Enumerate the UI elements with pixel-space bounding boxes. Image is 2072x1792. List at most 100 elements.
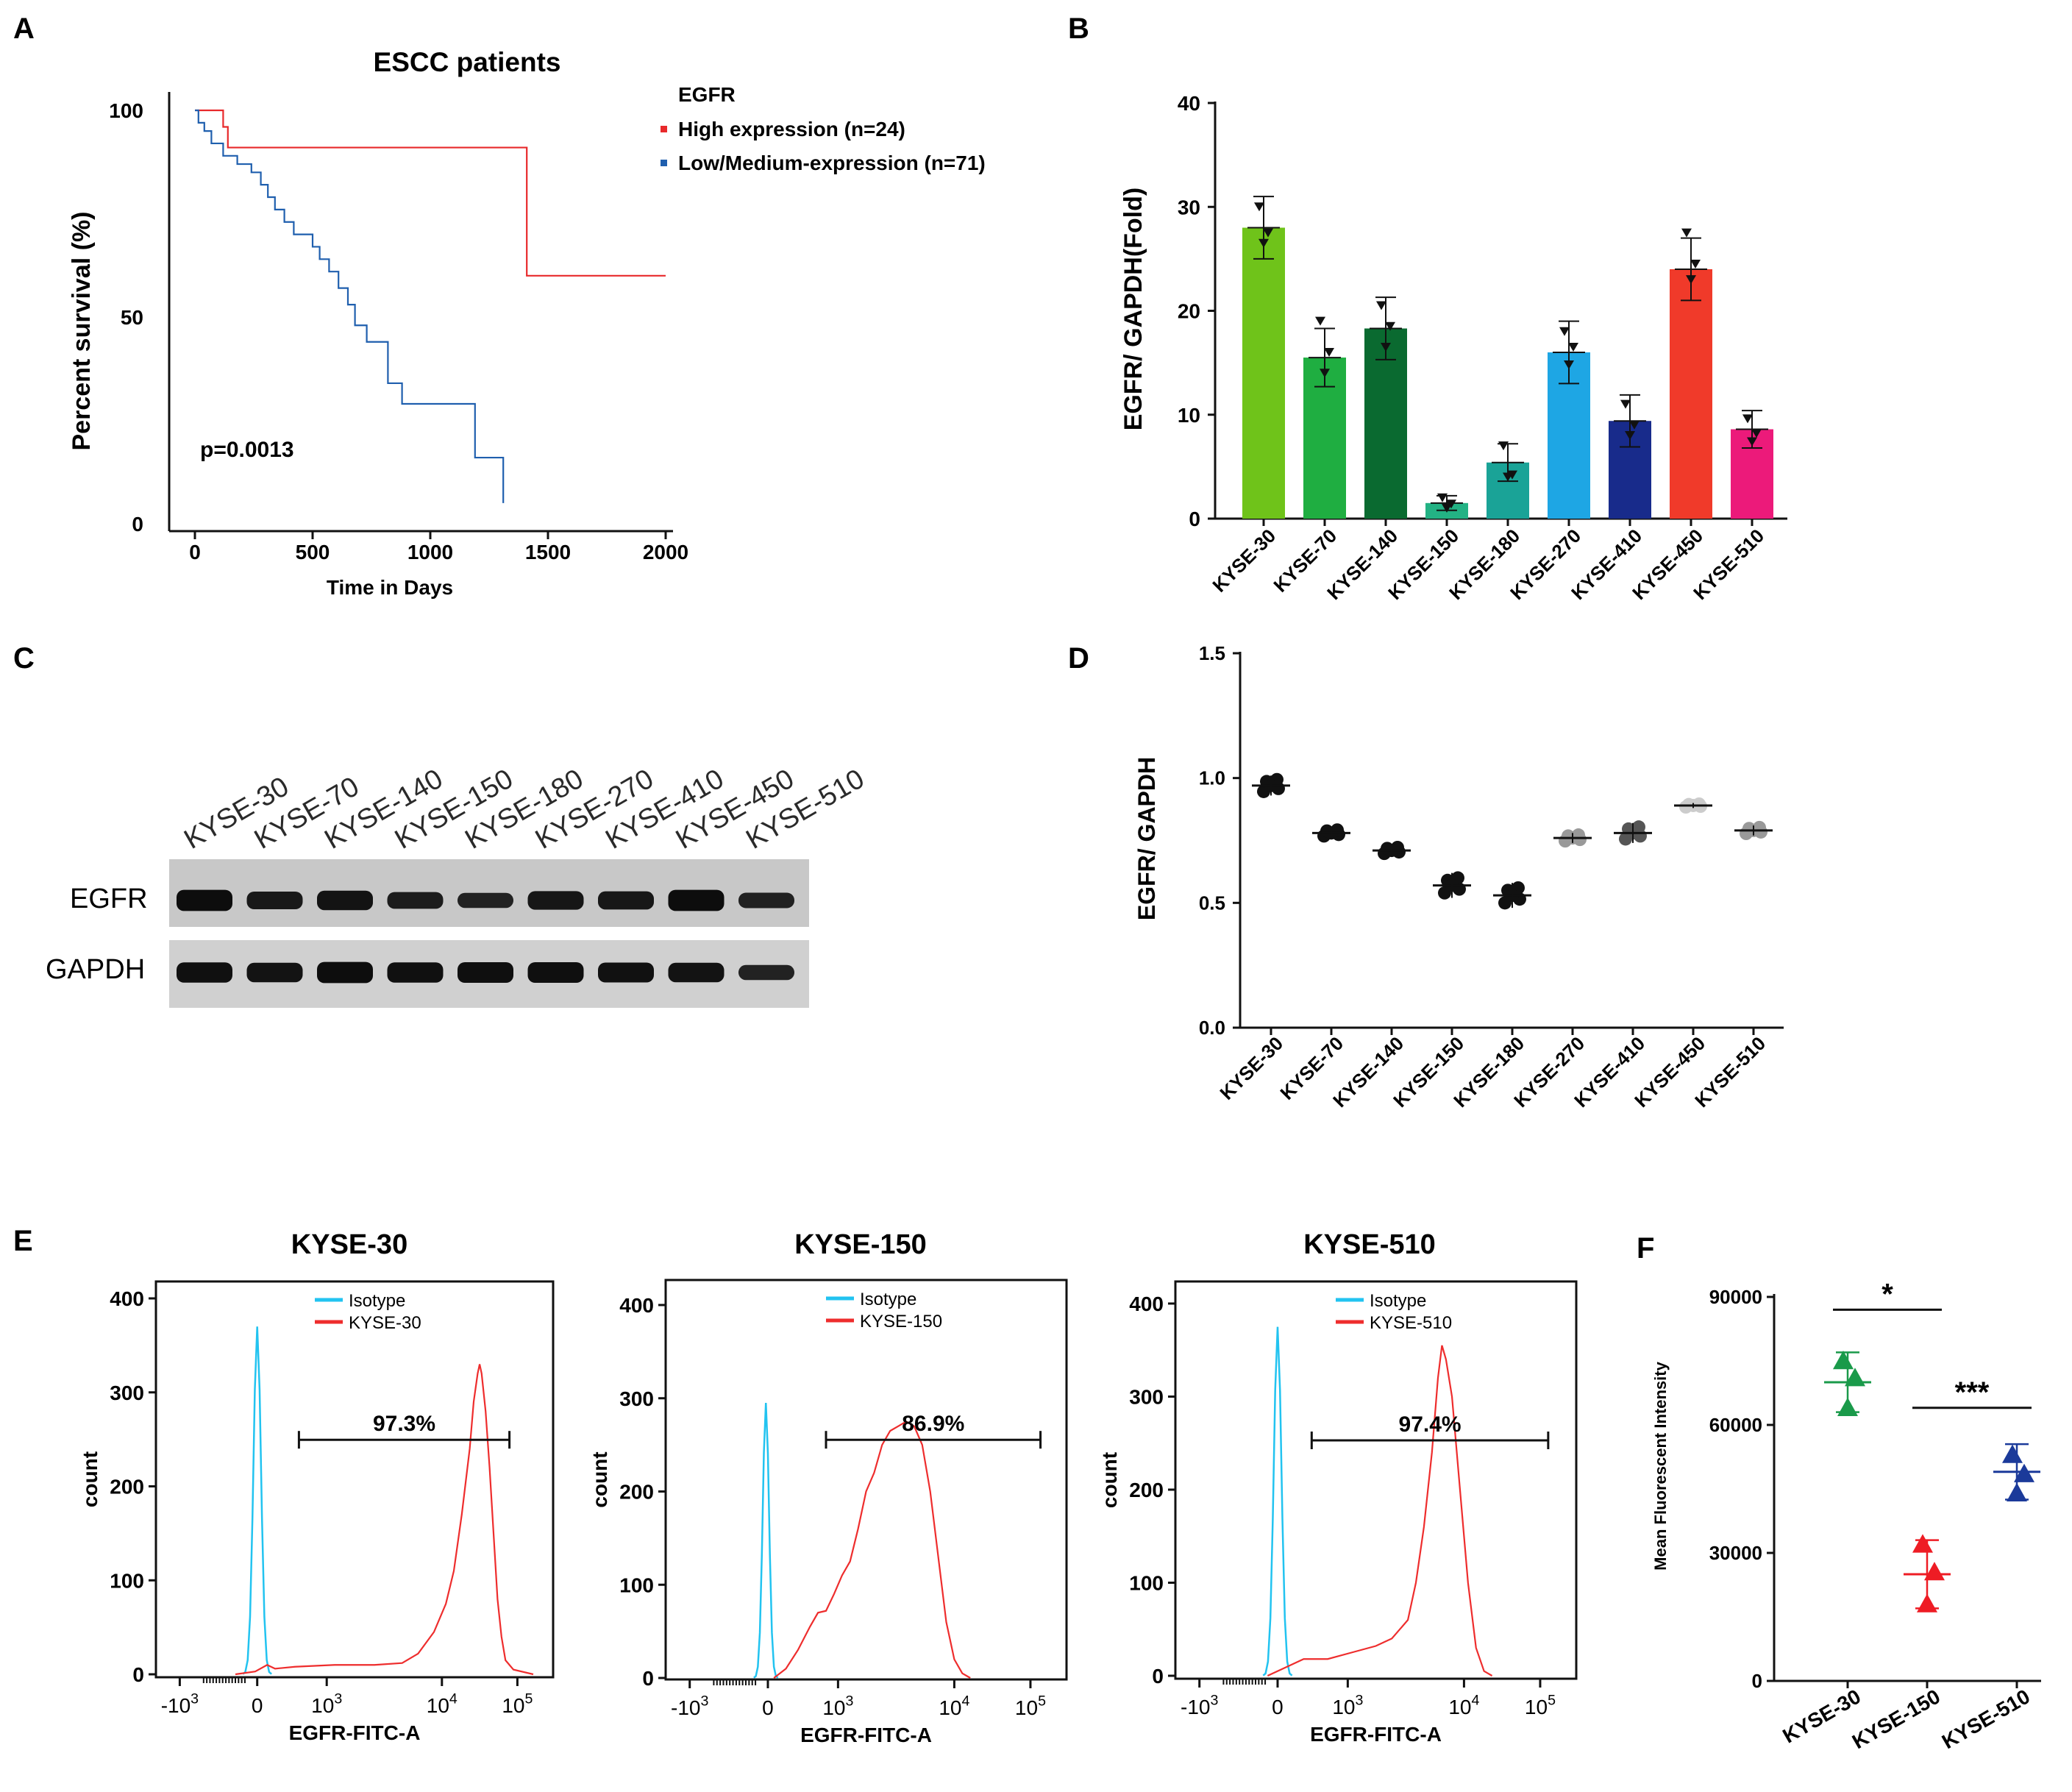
bar-y-label: EGFR/ GAPDH(Fold) [1119, 188, 1147, 431]
flow-x-tick-label: 0 [762, 1696, 774, 1719]
dot-y-tick-label: 1.0 [1199, 767, 1225, 789]
flow-legend-label: Isotype [860, 1290, 916, 1309]
bar-point-kyse-510 [1747, 437, 1757, 447]
bar-point-kyse-180 [1498, 441, 1509, 451]
mfi-significance-label: * [1881, 1278, 1893, 1310]
flow-y-label-kyse-150: count [588, 1451, 611, 1507]
survival-y-tick-label: 0 [132, 513, 143, 536]
flow-isotype-curve-kyse-30 [242, 1326, 272, 1675]
flow-x-tick-label: 105 [1015, 1693, 1046, 1719]
mfi-chart: 0300006000090000KYSE-30KYSE-150KYSE-510*… [1709, 1278, 2041, 1753]
flow-y-tick-label: 0 [1152, 1665, 1164, 1688]
flow-histograms: 0 100 200 300 400 count EGFR-FITC-A -103 0 103 104… [79, 1279, 1578, 1746]
survival-x-tick-label: 1500 [525, 541, 571, 563]
mfi-point-kyse-30 [1845, 1368, 1865, 1387]
bar-point-kyse-140 [1381, 342, 1391, 352]
survival-chart: 0 500 1000 1500 2000 0 50 100 [109, 92, 688, 563]
flow-x-label-kyse-510: EGFR-FITC-A [1310, 1723, 1442, 1746]
survival-y-label: Percent survival (%) [68, 211, 96, 450]
bar-point-kyse-150 [1437, 493, 1448, 502]
bar-point-kyse-140 [1376, 301, 1386, 310]
bar-y-tick-label: 0 [1189, 508, 1200, 530]
blot-row-label-egfr: EGFR [70, 883, 148, 914]
bar-y-tick-label: 10 [1178, 404, 1200, 427]
bar-chart: 010203040KYSE-30KYSE-70KYSE-140KYSE-150K… [1178, 92, 1787, 604]
dot-y-label: EGFR/ GAPDH [1133, 757, 1160, 920]
flow-gate-label-kyse-30: 97.3% [373, 1412, 435, 1436]
blot-band-egfr-kyse-180 [458, 892, 513, 909]
mfi-y-tick-label: 60000 [1709, 1414, 1762, 1436]
flow-y-label-kyse-510: count [1098, 1452, 1121, 1508]
mfi-category-label-kyse-150: KYSE-150 [1848, 1685, 1944, 1753]
blot-band-gapdh-kyse-450 [668, 962, 725, 983]
flow-y-label-kyse-30: count [79, 1451, 102, 1507]
flow-x-tick-label: 0 [1272, 1696, 1284, 1718]
mfi-point-kyse-150 [1924, 1562, 1945, 1581]
panel-label-d: D [1068, 642, 1089, 675]
blot-band-gapdh-kyse-270 [527, 961, 584, 984]
survival-x-tick-label: 500 [296, 541, 330, 563]
mfi-significance-label: *** [1955, 1376, 1990, 1409]
flow-y-tick-label: 0 [642, 1667, 654, 1690]
bar-kyse-450 [1670, 269, 1712, 519]
flow-x-tick-label: 105 [502, 1690, 533, 1717]
mfi-category-label-kyse-510: KYSE-510 [1938, 1685, 2034, 1753]
mfi-point-kyse-510 [2014, 1463, 2034, 1482]
bar-y-tick-label: 30 [1178, 196, 1200, 218]
flow-frame-kyse-510 [1174, 1280, 1578, 1680]
dot-y-tick-label: 0.5 [1199, 892, 1225, 914]
blot-band-gapdh-kyse-150 [387, 962, 444, 983]
bar-y-tick-label: 40 [1178, 92, 1200, 115]
blot-band-egfr-kyse-30 [177, 889, 232, 911]
blot-band-egfr-kyse-150 [387, 892, 444, 909]
blot-band-gapdh-kyse-410 [598, 962, 654, 983]
flow-x-tick-label: -103 [671, 1693, 708, 1719]
flow-y-tick-label: 200 [110, 1476, 144, 1498]
flow-title-kyse150: KYSE-150 [794, 1229, 927, 1260]
survival-x-tick-label: 1000 [407, 541, 453, 563]
flow-y-tick-label: 300 [619, 1387, 654, 1410]
bar-point-kyse-510 [1751, 429, 1762, 438]
panel-label-f: F [1637, 1232, 1654, 1265]
survival-line-low [195, 109, 505, 503]
bar-category-label-kyse-30: KYSE-30 [1208, 525, 1280, 597]
panel-label-a: A [13, 13, 35, 45]
blot-row-label-gapdh: GAPDH [46, 954, 145, 985]
mfi-point-kyse-510 [2002, 1444, 2023, 1463]
flow-x-label-kyse-30: EGFR-FITC-A [289, 1721, 421, 1744]
survival-legend-high: High expression (n=24) [678, 118, 905, 141]
flow-y-tick-label: 400 [1129, 1293, 1164, 1315]
flow-y-tick-label: 300 [110, 1382, 144, 1404]
survival-title: ESCC patients [374, 47, 561, 77]
flow-y-tick-label: 100 [110, 1569, 144, 1592]
flow-x-tick-label: 103 [1332, 1692, 1363, 1718]
flow-legend-label: KYSE-30 [349, 1313, 421, 1333]
flow-x-label-kyse-150: EGFR-FITC-A [800, 1724, 932, 1746]
mfi-point-kyse-150 [1917, 1593, 1937, 1613]
flow-legend-label: Isotype [1370, 1291, 1426, 1311]
bar-point-kyse-450 [1681, 228, 1692, 238]
bar-point-kyse-510 [1742, 414, 1753, 424]
dot-category-label-kyse-30: KYSE-30 [1215, 1032, 1287, 1104]
bar-point-kyse-150 [1442, 503, 1452, 513]
blot-band-gapdh-kyse-70 [246, 962, 303, 983]
flow-legend-label: KYSE-510 [1370, 1313, 1452, 1333]
bar-point-kyse-270 [1568, 342, 1578, 352]
flow-title-kyse510: KYSE-510 [1303, 1229, 1436, 1260]
mfi-point-kyse-30 [1837, 1397, 1858, 1416]
bar-point-kyse-70 [1320, 369, 1330, 378]
flow-x-tick-label: 103 [311, 1690, 342, 1717]
survival-x-label: Time in Days [327, 576, 453, 599]
bar-point-kyse-70 [1315, 316, 1325, 326]
western-blot: KYSE-30KYSE-70KYSE-140KYSE-150KYSE-180KY… [169, 764, 869, 1008]
mfi-y-label: Mean Fluorescent Intensity [1651, 1361, 1670, 1570]
flow-y-tick-label: 200 [1129, 1479, 1164, 1501]
bar-point-kyse-30 [1254, 202, 1264, 212]
flow-x-tick-label: 104 [1448, 1692, 1479, 1718]
flow-x-tick-label: 104 [427, 1690, 458, 1717]
flow-frame-kyse-30 [154, 1280, 555, 1679]
flow-y-tick-label: 300 [1129, 1386, 1164, 1409]
bar-point-kyse-450 [1686, 275, 1696, 285]
flow-sample-curve-kyse-510 [1267, 1345, 1493, 1677]
blot-band-egfr-kyse-410 [598, 891, 654, 910]
